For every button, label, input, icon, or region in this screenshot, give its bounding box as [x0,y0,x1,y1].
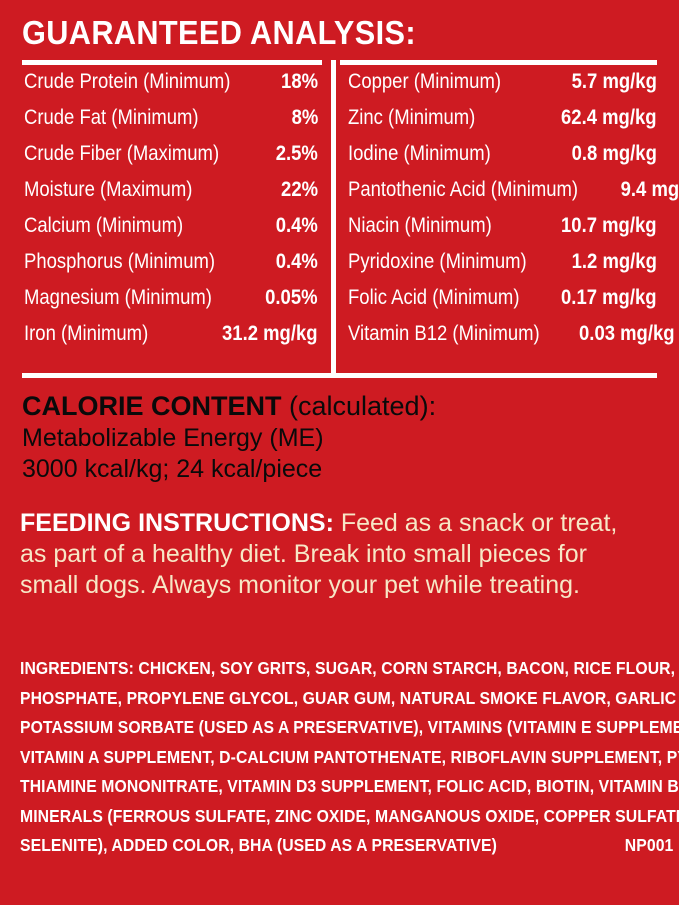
nutrient-name: Calcium (Minimum) [24,214,184,237]
nutrient-value: 22% [281,178,318,201]
nutrient-value: 0.4% [275,214,318,237]
nutrient-name: Crude Fat (Minimum) [24,106,199,129]
nutrient-value: 62.4 mg/kg [561,106,657,129]
nutrient-value: 0.17 mg/kg [561,286,657,309]
nutrient-value: 18% [281,70,318,93]
product-code: NP001 [624,835,674,855]
table-row: Crude Fat (Minimum) 8% [24,106,318,142]
divider-vertical [331,60,336,373]
table-row: Magnesium (Minimum) 0.05% [24,286,318,322]
ingredients-line-final: SELENITE), ADDED COLOR, BHA (USED AS A P… [20,831,677,861]
ingredients-line: INGREDIENTS: CHICKEN, SOY GRITS, SUGAR, … [20,654,679,684]
ingredients-line: PHOSPHATE, PROPYLENE GLYCOL, GUAR GUM, N… [20,687,679,708]
ingredients-heading: INGREDIENTS: [20,658,134,678]
table-row: Crude Protein (Minimum) 18% [24,70,318,106]
table-row: Calcium (Minimum) 0.4% [24,214,318,250]
feeding-instructions-body: Feed as a snack or treat, as part of a h… [20,509,618,599]
nutrient-name: Crude Protein (Minimum) [24,70,231,93]
nutrient-value: 9.4 mg/kg [621,178,679,201]
calorie-content-heading-bold: CALORIE CONTENT [22,391,282,421]
nutrient-name: Niacin (Minimum) [348,214,492,237]
calorie-content-line1: Metabolizable Energy (ME) [22,424,324,452]
calorie-content-heading-light: (calculated): [281,391,437,421]
divider-top-right [340,60,657,65]
table-row: Zinc (Minimum) 62.4 mg/kg [348,106,657,142]
ingredients-section: INGREDIENTS: CHICKEN, SOY GRITS, SUGAR, … [20,654,679,861]
nutrient-value: 5.7 mg/kg [571,70,657,93]
guaranteed-analysis-heading: GUARANTEED ANALYSIS: [22,14,416,51]
divider-top-left [22,60,322,65]
table-row: Folic Acid (Minimum) 0.17 mg/kg [348,286,657,322]
table-row: Pantothenic Acid (Minimum) 9.4 mg/kg [348,178,679,214]
nutrient-value: 0.8 mg/kg [571,142,657,165]
table-row: Moisture (Maximum) 22% [24,178,318,214]
nutrient-name: Iodine (Minimum) [348,142,491,165]
nutrient-value: 0.4% [275,250,318,273]
nutrient-value: 8% [291,106,318,129]
feeding-instructions-section: FEEDING INSTRUCTIONS: Feed as a snack or… [20,508,620,601]
nutrient-name: Zinc (Minimum) [348,106,476,129]
calorie-content-section: CALORIE CONTENT (calculated): Metaboliza… [22,390,642,485]
nutrient-value: 0.03 mg/kg [578,322,675,345]
table-row: Iodine (Minimum) 0.8 mg/kg [348,142,657,178]
nutrient-name: Iron (Minimum) [24,322,149,345]
nutrient-name: Copper (Minimum) [348,70,502,93]
nutrient-name: Vitamin B12 (Minimum) [348,322,540,345]
nutrient-column-right: Copper (Minimum) 5.7 mg/kg Zinc (Minimum… [348,70,679,358]
nutrient-value: 31.2 mg/kg [222,322,318,345]
table-row: Crude Fiber (Maximum) 2.5% [24,142,318,178]
ingredients-line: VITAMIN A SUPPLEMENT, D-CALCIUM PANTOTHE… [20,746,679,767]
nutrient-value: 10.7 mg/kg [561,214,657,237]
table-row: Iron (Minimum) 31.2 mg/kg [24,322,318,358]
nutrient-name: Folic Acid (Minimum) [348,286,520,309]
ingredients-line: MINERALS (FERROUS SULFATE, ZINC OXIDE, M… [20,805,679,826]
nutrient-value: 1.2 mg/kg [571,250,657,273]
nutrient-name: Phosphorus (Minimum) [24,250,216,273]
calorie-content-line2: 3000 kcal/kg; 24 kcal/piece [22,455,323,483]
table-row: Phosphorus (Minimum) 0.4% [24,250,318,286]
nutrient-column-left: Crude Protein (Minimum) 18% Crude Fat (M… [24,70,318,358]
table-row: Niacin (Minimum) 10.7 mg/kg [348,214,657,250]
calorie-content-heading: CALORIE CONTENT (calculated): [22,390,642,423]
table-row: Pyridoxine (Minimum) 1.2 mg/kg [348,250,657,286]
ingredients-text: SELENITE), ADDED COLOR, BHA (USED AS A P… [20,835,497,855]
nutrient-name: Pyridoxine (Minimum) [348,250,527,273]
nutrient-name: Moisture (Maximum) [24,178,193,201]
feeding-instructions-heading: FEEDING INSTRUCTIONS: [20,509,334,537]
ingredients-line: THIAMINE MONONITRATE, VITAMIN D3 SUPPLEM… [20,776,679,796]
table-row: Vitamin B12 (Minimum) 0.03 mg/kg [348,322,674,358]
ingredients-line: POTASSIUM SORBATE (USED AS A PRESERVATIV… [20,717,679,737]
nutrient-name: Pantothenic Acid (Minimum) [348,178,579,201]
nutrient-value: 2.5% [275,142,318,165]
nutrient-value: 0.05% [265,286,318,309]
nutrient-name: Crude Fiber (Maximum) [24,142,220,165]
ingredients-text: CHICKEN, SOY GRITS, SUGAR, CORN STARCH, … [138,658,679,678]
nutrient-name: Magnesium (Minimum) [24,286,212,309]
table-row: Copper (Minimum) 5.7 mg/kg [348,70,657,106]
divider-bottom [22,373,657,378]
